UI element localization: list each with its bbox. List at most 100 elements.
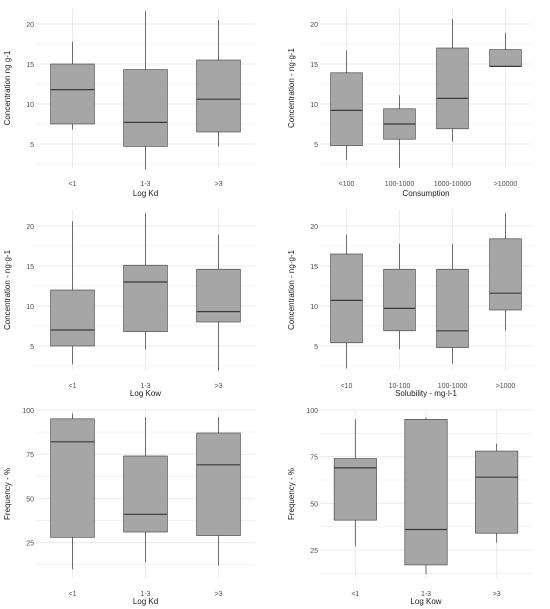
- panel-5: 25 50 75 100 <1 1-3 >3 Log Kd Frequency - %: [3, 408, 255, 606]
- y-tick-label: 20: [26, 224, 34, 231]
- x-tick-label: >3: [215, 383, 223, 390]
- box-iqr: [50, 63, 95, 125]
- x-tick-label: >1000: [496, 383, 516, 390]
- x-tick-label: <1: [69, 591, 77, 598]
- x-tick-label: 1-3: [140, 591, 150, 598]
- x-tick-label: 1-3: [140, 383, 150, 390]
- y-tick-label: 15: [26, 62, 34, 69]
- box-3: [436, 19, 469, 142]
- box-iqr: [196, 432, 241, 536]
- x-axis-title: Log Kow: [130, 389, 161, 398]
- y-tick-label: 10: [26, 102, 34, 109]
- panel-3: 5 10 15 20 <1 1-3 >3 Log Kow Concentration - ng·…: [3, 210, 255, 398]
- box-iqr: [330, 253, 363, 344]
- box-2: [123, 417, 168, 563]
- box-iqr: [123, 264, 168, 332]
- box-2: [123, 11, 168, 170]
- y-tick-label: 10: [26, 304, 34, 311]
- y-tick-label: 5: [314, 344, 318, 351]
- box-3: [475, 443, 519, 543]
- y-tick-label: 20: [310, 22, 318, 29]
- box-3: [196, 417, 241, 566]
- box-iqr: [404, 419, 448, 566]
- x-tick-label: <1: [351, 591, 359, 598]
- box-iqr: [123, 69, 168, 147]
- box-1: [50, 413, 95, 570]
- box-iqr: [196, 268, 241, 323]
- y-tick-label: 100: [306, 408, 318, 415]
- x-tick-label: <1: [69, 383, 77, 390]
- box-3: [436, 243, 469, 364]
- x-tick-label: >3: [493, 591, 501, 598]
- x-tick-label: 1-3: [140, 181, 150, 188]
- y-tick-label: 20: [310, 224, 318, 231]
- box-iqr: [333, 458, 377, 521]
- panel-1: 5 10 15 20 <1 1-3 >3 Log Kd Concentration ng g-1: [3, 8, 255, 198]
- box-1: [50, 221, 95, 365]
- box-iqr: [50, 289, 95, 347]
- y-tick-label: 25: [310, 548, 318, 555]
- y-tick-label: 5: [30, 344, 34, 351]
- box-iqr: [436, 268, 469, 348]
- box-2: [383, 95, 416, 168]
- x-axis-title: Log Kow: [410, 597, 441, 606]
- panel-2: 5 10 15 20 <100 100-1000 1000-10000 >10000 Consu…: [287, 8, 532, 198]
- box-4: [489, 32, 522, 68]
- y-tick-label: 15: [26, 264, 34, 271]
- y-tick-label: 50: [310, 501, 318, 508]
- x-tick-label: <1: [69, 181, 77, 188]
- box-1: [330, 50, 363, 160]
- x-tick-label: <100: [339, 181, 355, 188]
- box-iqr: [383, 268, 416, 332]
- y-tick-label: 75: [26, 452, 34, 459]
- y-axis-title: Concentration ng g-1: [3, 50, 12, 125]
- y-tick-label: 25: [26, 541, 34, 548]
- box-iqr: [196, 59, 241, 133]
- y-tick-label: 50: [26, 496, 34, 503]
- y-tick-label: 20: [26, 22, 34, 29]
- x-tick-label: >10000: [494, 181, 518, 188]
- x-tick-label: 10-100: [389, 383, 411, 390]
- box-3: [196, 234, 241, 371]
- box-iqr: [436, 47, 469, 130]
- y-axis-title: Concentration - ng·g-1: [287, 47, 296, 128]
- y-tick-label: 75: [310, 455, 318, 462]
- panel-6: 25 50 75 100 <1 1-3 >3 Log Kow Frequency - %: [287, 408, 532, 606]
- box-1: [50, 41, 95, 130]
- x-tick-label: >3: [215, 181, 223, 188]
- x-axis-title: Solubility - mg·l-1: [395, 389, 457, 398]
- box-1: [333, 419, 377, 547]
- box-iqr: [330, 72, 363, 146]
- x-tick-label: 100-1000: [438, 383, 468, 390]
- box-4: [489, 213, 522, 331]
- y-tick-label: 15: [310, 62, 318, 69]
- box-iqr: [475, 450, 519, 534]
- box-iqr: [123, 455, 168, 533]
- box-iqr: [50, 418, 95, 538]
- box-2: [123, 213, 168, 350]
- x-axis-title: Log Kd: [133, 189, 158, 198]
- x-tick-label: >3: [215, 591, 223, 598]
- y-tick-label: 5: [30, 142, 34, 149]
- y-tick-label: 10: [310, 304, 318, 311]
- y-tick-label: 5: [314, 142, 318, 149]
- y-tick-label: 10: [310, 102, 318, 109]
- y-axis-title: Concentration - ng·g-1: [3, 249, 12, 330]
- x-axis-title: Log Kd: [133, 597, 158, 606]
- y-axis-title: Frequency - %: [3, 468, 12, 520]
- x-axis-title: Consumption: [402, 189, 449, 198]
- panel-4: 5 10 15 20 <10 10-100 100-1000 >1000 Solubility …: [287, 210, 532, 398]
- box-1: [330, 234, 363, 369]
- box-2: [383, 243, 416, 350]
- box-iqr: [489, 238, 522, 311]
- y-axis-title: Concentration - ng·g-1: [287, 249, 296, 330]
- x-tick-label: 1000-10000: [434, 181, 471, 188]
- box-3: [196, 20, 241, 147]
- box-2: [404, 417, 448, 575]
- y-tick-label: 15: [310, 264, 318, 271]
- y-axis-title: Frequency - %: [287, 468, 296, 520]
- x-tick-label: 100-1000: [385, 181, 415, 188]
- x-tick-label: <10: [341, 383, 353, 390]
- y-tick-label: 100: [22, 408, 34, 415]
